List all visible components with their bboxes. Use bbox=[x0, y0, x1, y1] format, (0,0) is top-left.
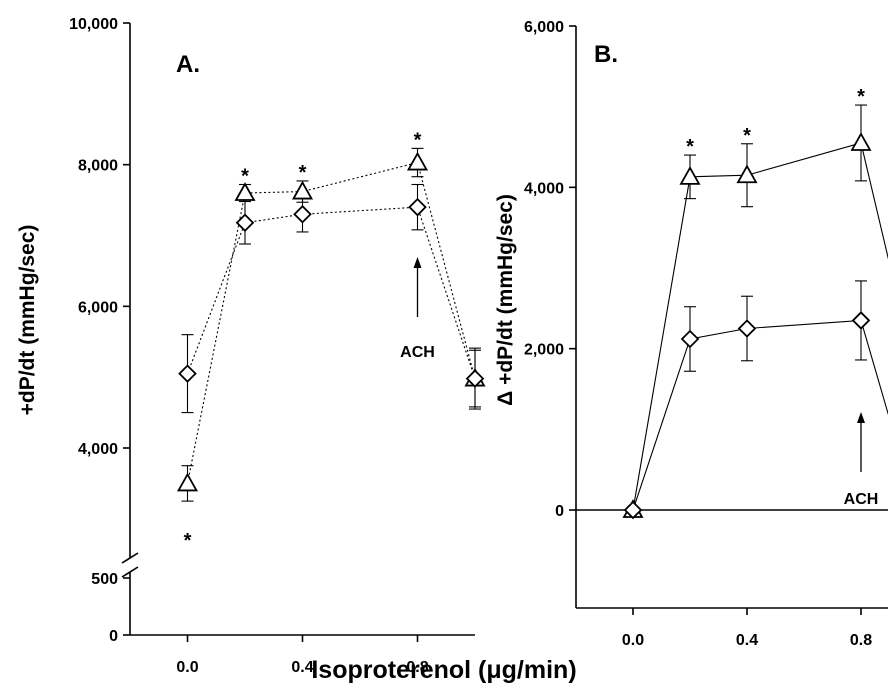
x-tick-label: 0.8 bbox=[850, 632, 872, 649]
series-diamond-line bbox=[632, 319, 888, 511]
data-point-triangle bbox=[736, 164, 758, 184]
data-point-diamond bbox=[623, 500, 643, 520]
y-tick-label: 500 bbox=[91, 571, 118, 588]
y-tick-label: 6,000 bbox=[78, 299, 118, 316]
panel-b-label: B. bbox=[594, 41, 618, 68]
data-point-triangle bbox=[406, 151, 429, 171]
ach-arrow-head bbox=[857, 412, 865, 423]
x-tick-label: 0.0 bbox=[176, 659, 198, 676]
data-point-diamond bbox=[465, 369, 485, 388]
panel-a-ach-label: ACH bbox=[400, 344, 435, 361]
significance-star: * bbox=[857, 86, 865, 108]
y-tick-label: 0 bbox=[555, 503, 564, 520]
significance-star: * bbox=[686, 136, 694, 158]
data-point-diamond bbox=[235, 213, 255, 233]
y-tick-label: 0 bbox=[109, 628, 118, 645]
data-point-triangle bbox=[850, 132, 872, 151]
y-tick-label: 10,000 bbox=[69, 16, 118, 33]
x-tick-label: 0.4 bbox=[736, 632, 758, 649]
data-point-diamond bbox=[408, 197, 427, 217]
panel-b-axes: 0 2,000 4,000 6,000 0.0 0.4 0.8 bbox=[524, 19, 888, 649]
data-point-triangle bbox=[679, 166, 701, 185]
data-point-triangle bbox=[234, 182, 256, 201]
data-point-diamond bbox=[178, 364, 197, 383]
y-tick-label: 2,000 bbox=[524, 342, 564, 359]
data-point-diamond bbox=[737, 319, 757, 338]
data-point-diamond bbox=[293, 204, 312, 224]
data-point-diamond bbox=[680, 329, 700, 349]
y-tick-label: 8,000 bbox=[78, 158, 118, 175]
significance-star: * bbox=[184, 530, 192, 552]
axis-break-mark bbox=[121, 566, 139, 578]
data-point-diamond bbox=[851, 311, 871, 330]
x-tick-label: 0.4 bbox=[291, 659, 313, 676]
x-tick-label: 0.0 bbox=[622, 632, 644, 649]
x-tick-label: 0.8 bbox=[406, 659, 428, 676]
x-axis-title: Isoproterenol (μg/min) bbox=[311, 656, 576, 684]
y-tick-label: 6,000 bbox=[524, 19, 564, 36]
data-point-triangle bbox=[176, 472, 199, 492]
panel-b: Δ +dP/dt (mmHg/sec) B. 02,0004,0006,0000… bbox=[494, 19, 888, 649]
axis-break-mark bbox=[121, 552, 139, 564]
panel-a-data: * * * * bbox=[176, 129, 486, 552]
panel-b-ach-label: ACH bbox=[844, 491, 879, 508]
significance-star: * bbox=[743, 125, 751, 147]
y-tick-label: 4,000 bbox=[524, 180, 564, 197]
data-point-triangle bbox=[291, 180, 314, 200]
panel-a-label: A. bbox=[176, 51, 200, 78]
significance-star: * bbox=[241, 166, 249, 188]
series-triangle-line bbox=[186, 161, 476, 484]
series-triangle-line bbox=[632, 142, 888, 511]
panel-a: +dP/dt (mmHg/sec) A. 4,000 6,000 8,000 10,0… bbox=[16, 16, 486, 676]
panel-a-y-label: +dP/dt (mmHg/sec) bbox=[16, 225, 39, 416]
ach-arrow-head bbox=[413, 257, 422, 268]
significance-star: * bbox=[299, 162, 307, 184]
significance-star: * bbox=[414, 129, 422, 151]
y-tick-label: 4,000 bbox=[78, 441, 118, 458]
panel-a-axes: 4,000 6,000 8,000 10,000 0 500 0.0 0.4 0.8 bbox=[69, 16, 475, 676]
panel-b-data: * * * bbox=[622, 86, 888, 520]
panel-b-y-label: Δ +dP/dt (mmHg/sec) bbox=[494, 194, 517, 406]
